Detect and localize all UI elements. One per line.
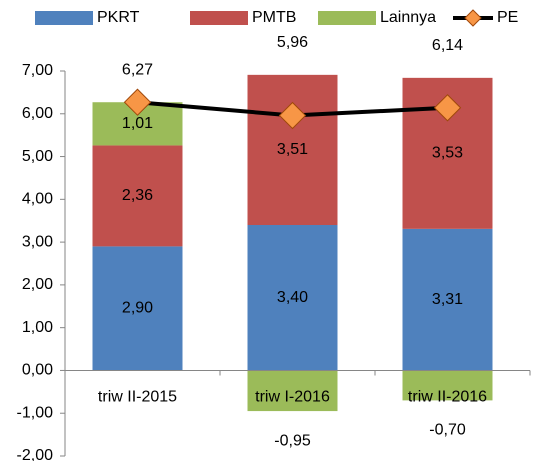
- data-label: 3,31: [432, 291, 463, 308]
- y-tick-label: 0,00: [22, 362, 53, 379]
- y-tick-label: 7,00: [22, 62, 53, 79]
- legend-label: PMTB: [252, 9, 296, 26]
- x-tick-label: triw II-2015: [98, 389, 177, 406]
- x-tick-label: triw I-2016: [255, 389, 330, 406]
- legend-marker: [464, 9, 482, 27]
- y-tick-label: 2,00: [22, 276, 53, 293]
- y-tick-label: 3,00: [22, 233, 53, 250]
- data-label: -0,95: [274, 432, 311, 449]
- bar-segment: [247, 225, 338, 371]
- legend-swatch: [318, 11, 376, 25]
- bar-segment: [247, 370, 338, 412]
- y-tick-label: -2,00: [17, 447, 54, 461]
- data-label: 6,14: [432, 37, 463, 54]
- bar-segment: [92, 246, 183, 371]
- legend-label: Lainnya: [380, 9, 436, 26]
- bar-segment: [402, 370, 493, 401]
- data-label: 5,96: [277, 34, 308, 51]
- data-label: 6,27: [122, 61, 153, 78]
- marker: [123, 88, 152, 116]
- data-label: 3,40: [277, 289, 308, 306]
- legend-swatch: [190, 11, 248, 25]
- data-label: 1,01: [122, 115, 153, 132]
- bar-segment: [92, 145, 183, 247]
- legend-label: PKRT: [97, 9, 140, 26]
- y-tick-label: 1,00: [22, 319, 53, 336]
- data-label: 2,36: [122, 187, 153, 204]
- data-label: 3,53: [432, 145, 463, 162]
- legend-label: PE: [497, 9, 518, 26]
- x-tick-label: triw II-2016: [408, 389, 487, 406]
- y-tick-label: 4,00: [22, 191, 53, 208]
- marker: [433, 94, 462, 122]
- data-label: 3,51: [277, 141, 308, 158]
- legend-swatch: [35, 11, 93, 25]
- bar-segment: [247, 74, 338, 225]
- bar-segment: [402, 228, 493, 371]
- data-label: -0,70: [429, 422, 466, 439]
- y-tick-label: -1,00: [17, 404, 54, 421]
- y-tick-label: 5,00: [22, 148, 53, 165]
- marker: [278, 101, 307, 130]
- y-tick-label: 6,00: [22, 105, 53, 122]
- data-label: 2,90: [122, 300, 153, 317]
